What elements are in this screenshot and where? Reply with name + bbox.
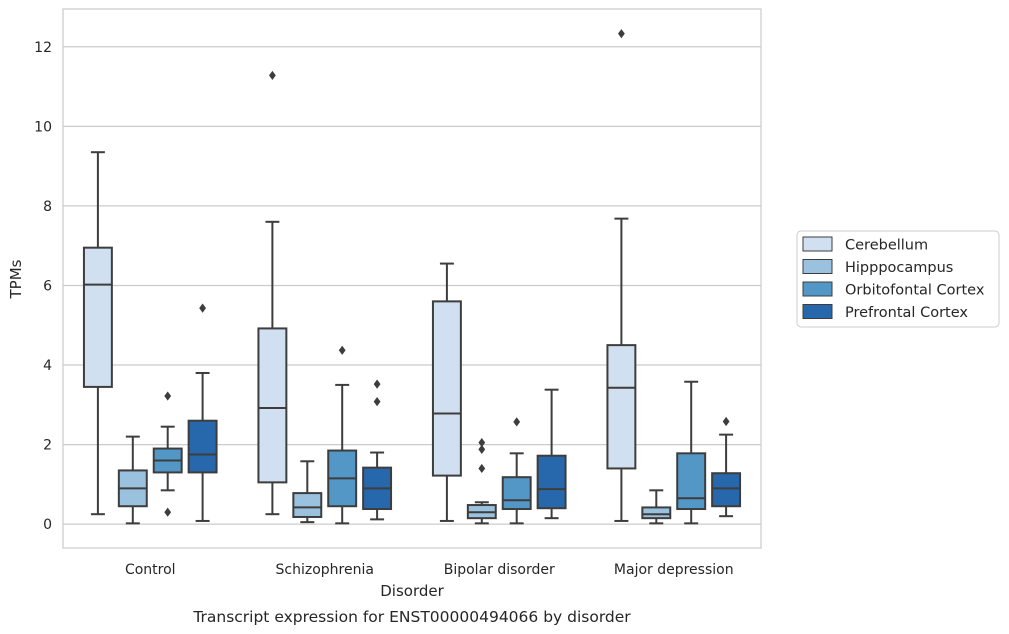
iqr-box <box>501 476 532 511</box>
y-tick-label: 0 <box>43 517 52 533</box>
box-cerebellum <box>606 29 637 522</box>
box-cerebellum <box>82 151 113 516</box>
box-hipppocampus <box>466 437 497 525</box>
legend-swatch <box>802 281 833 297</box>
outlier-point <box>199 303 206 313</box>
legend-swatch <box>802 259 833 274</box>
iqr-box <box>431 300 462 477</box>
box-hipppocampus <box>117 435 148 525</box>
x-tick-label: Major depression <box>614 562 734 578</box>
box-cerebellum <box>257 70 288 516</box>
outlier-point <box>164 507 172 517</box>
iqr-box <box>292 492 323 518</box>
x-tick-label: Bipolar disorder <box>444 562 555 578</box>
y-axis-tick-labels: 0 2 4 6 8 10 12 <box>34 40 52 533</box>
grid-lines <box>63 46 761 525</box>
iqr-box <box>257 327 288 484</box>
legend-label: Prefrontal Cortex <box>845 305 968 321</box>
y-axis-title: TPMs <box>7 259 25 299</box>
outlier-point <box>338 345 346 355</box>
iqr-box <box>82 246 113 388</box>
legend-frame <box>796 230 1000 328</box>
x-tick-label: Control <box>125 562 176 578</box>
box-prefrontal-cortex <box>536 388 567 520</box>
legend-label: Hipppocampus <box>845 260 953 276</box>
outlier-point <box>478 444 486 454</box>
chart-caption: Transcript expression for ENST0000049406… <box>192 608 631 626</box>
iqr-box <box>187 419 218 474</box>
y-tick-label: 4 <box>43 358 52 374</box>
outlier-point <box>618 29 625 39</box>
y-tick-label: 6 <box>43 278 52 294</box>
box-orbitofontal-cortex <box>676 380 707 525</box>
box-hipppocampus <box>641 489 672 525</box>
box-orbitofontal-cortex <box>501 417 532 525</box>
outlier-point <box>722 416 730 427</box>
outlier-point <box>164 391 172 401</box>
outlier-point <box>269 70 276 81</box>
y-tick-label: 2 <box>43 438 52 454</box>
box-prefrontal-cortex <box>711 416 742 518</box>
outlier-point <box>478 437 486 448</box>
box-orbitofontal-cortex <box>152 391 183 517</box>
x-axis-tick-labels: Control Schizophrenia Bipolar disorder Majo… <box>125 562 734 578</box>
legend-swatch <box>802 304 833 319</box>
outlier-point <box>513 417 521 427</box>
box-groups <box>82 29 742 525</box>
legend-swatch <box>802 236 833 252</box>
y-tick-label: 8 <box>43 199 52 215</box>
legend-label: Orbitofontal Cortex <box>845 283 985 299</box>
box-cerebellum <box>431 262 462 522</box>
iqr-box <box>711 472 742 508</box>
x-tick-label: Schizophrenia <box>276 562 374 578</box>
plot-area-frame <box>62 8 762 549</box>
iqr-box <box>536 454 567 510</box>
y-tick-label: 10 <box>34 119 52 135</box>
outlier-point <box>373 379 381 389</box>
box-orbitofontal-cortex <box>327 345 358 525</box>
box-prefrontal-cortex <box>362 379 393 521</box>
outlier-point <box>478 463 486 474</box>
iqr-box <box>676 452 707 511</box>
y-tick-label: 12 <box>34 40 52 56</box>
legend: Cerebellum Hipppocampus Orbitofontal Corte… <box>796 230 1000 328</box>
x-axis-title: Disorder <box>380 582 444 600</box>
box-prefrontal-cortex <box>187 303 218 522</box>
box-hipppocampus <box>292 460 323 524</box>
legend-label: Cerebellum <box>845 238 928 254</box>
iqr-box <box>606 344 637 470</box>
outlier-point <box>373 397 381 407</box>
iqr-box <box>641 506 672 520</box>
